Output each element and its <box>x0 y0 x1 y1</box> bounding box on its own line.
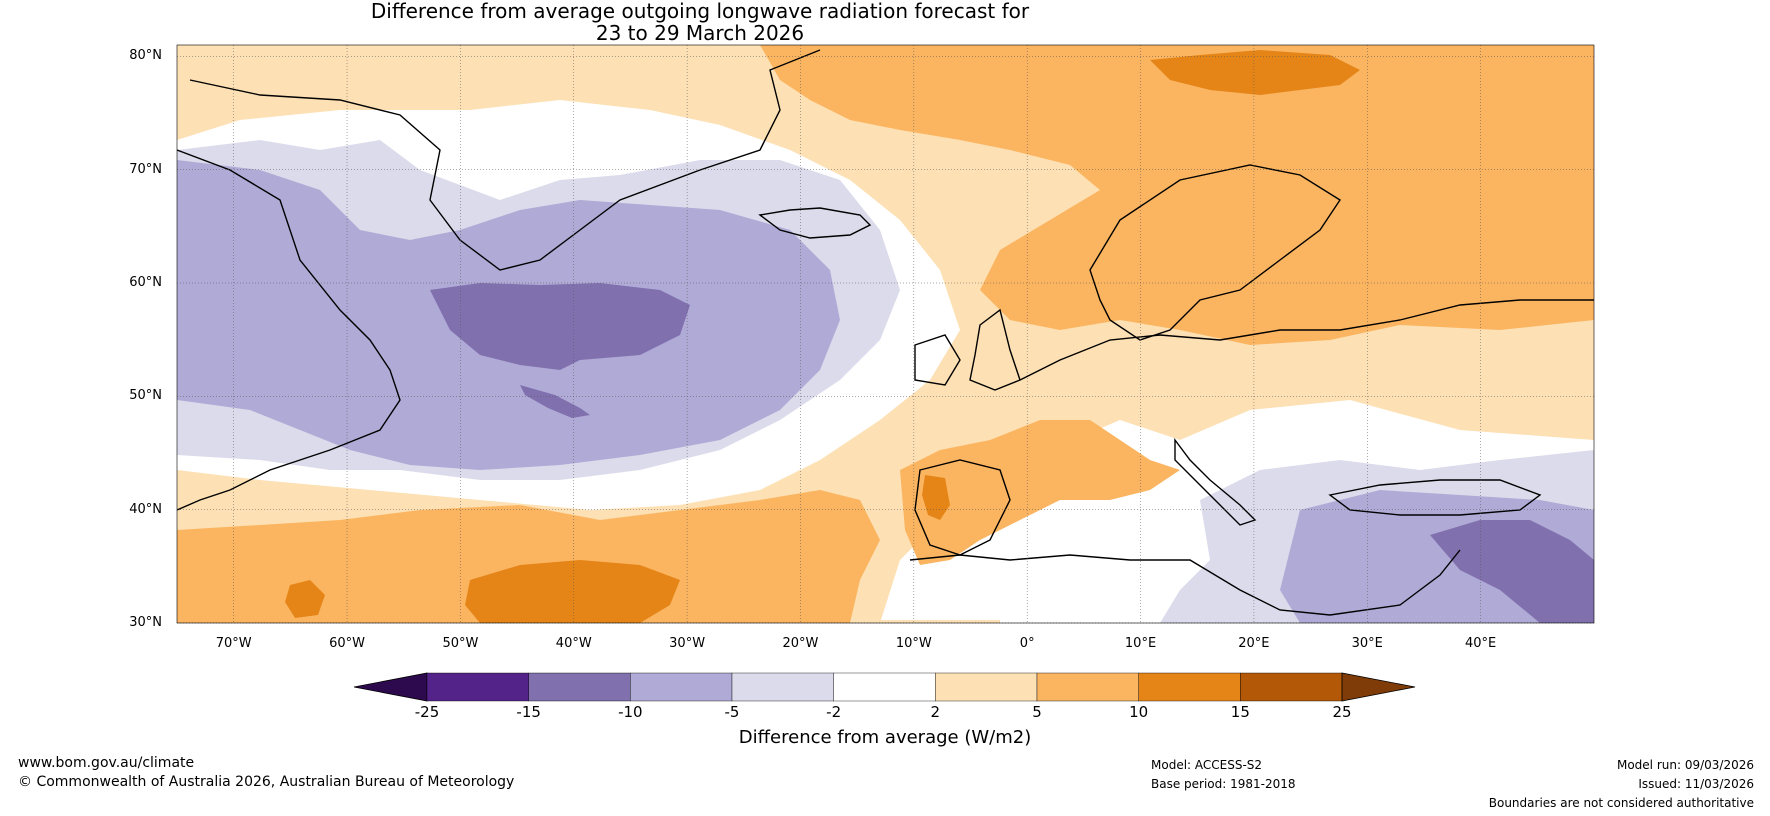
footer-website[interactable]: www.bom.gov.au/climate <box>18 755 195 771</box>
lon-label: 70°W <box>215 636 252 651</box>
colorbar <box>353 672 1416 702</box>
lat-label: 70°N <box>129 161 162 177</box>
lon-label: 0° <box>1019 636 1035 651</box>
lon-label: 50°W <box>442 636 479 651</box>
colorbar-segment <box>1138 672 1241 702</box>
footer-model: Model: ACCESS-S2 <box>1151 758 1263 772</box>
colorbar-tick-label: 5 <box>1032 703 1042 721</box>
lat-label: 80°N <box>129 48 162 64</box>
colorbar-segment <box>731 672 834 702</box>
coast-europe <box>1019 299 1594 381</box>
footer-disclaimer: Boundaries are not considered authoritat… <box>1488 796 1754 810</box>
colorbar-tick-label: 10 <box>1129 703 1149 721</box>
colorbar-extend-low <box>353 672 428 702</box>
colorbar-segment <box>935 672 1038 702</box>
anomaly-region-subtropics-orange <box>177 490 880 623</box>
coast-north-america <box>177 149 401 511</box>
colorbar-tick-label: 2 <box>930 703 941 721</box>
colorbar-title: Difference from average (W/m2) <box>738 727 1032 748</box>
colorbar-segment <box>1036 672 1139 702</box>
footer-base-period: Base period: 1981-2018 <box>1151 777 1296 791</box>
anomaly-region-iberia-orange <box>900 420 1180 565</box>
colorbar-tick-label: 15 <box>1230 703 1250 721</box>
colorbar-segment <box>426 672 529 702</box>
anomaly-region-med-deep <box>1430 520 1594 623</box>
coast-iceland <box>758 207 872 239</box>
colorbar-tick-label: -25 <box>414 703 440 721</box>
lon-label: 40°W <box>555 636 592 651</box>
footer-model-run: Model run: 09/03/2026 <box>1616 758 1754 772</box>
coast-greenland <box>189 49 821 271</box>
lon-label: 20°W <box>782 636 819 651</box>
coast-uk <box>969 308 1021 391</box>
colorbar-segment <box>1240 672 1343 702</box>
colorbar-tick-label: 25 <box>1332 703 1352 721</box>
lat-label: 50°N <box>129 388 162 404</box>
lon-label: 30°W <box>669 636 706 651</box>
coast-north-africa <box>909 549 1461 616</box>
colorbar-segment <box>833 672 936 702</box>
lon-label: 60°W <box>329 636 365 651</box>
lon-label: 20°E <box>1238 636 1270 651</box>
colorbar-tick-label: -15 <box>516 703 541 721</box>
chart-title: Difference from average outgoing longwav… <box>0 0 1400 44</box>
title-line-1: Difference from average outgoing longwav… <box>370 0 1030 23</box>
coast-scandinavia <box>1089 164 1341 341</box>
anomaly-region-strong-orange-arctic <box>1150 50 1360 95</box>
lat-label: 30°N <box>129 615 162 630</box>
anomaly-region-europe-orange <box>760 45 1594 345</box>
lon-label: 10°E <box>1124 636 1157 651</box>
anomaly-region-medium-purple-tail <box>520 385 590 418</box>
title-line-2: 23 to 29 March 2026 <box>595 21 805 45</box>
anomaly-field <box>177 45 1594 623</box>
colorbar-segment <box>528 672 631 702</box>
coast-ireland <box>914 334 961 386</box>
lon-label: 10°W <box>895 636 932 651</box>
lon-label: 30°E <box>1351 636 1383 651</box>
colorbar-tick-label: -5 <box>724 703 740 721</box>
anomaly-region-strong-orange-atlantic <box>465 560 680 623</box>
lon-label: 40°E <box>1464 636 1497 651</box>
colorbar-tick-label: -10 <box>618 703 643 721</box>
lat-label: 60°N <box>129 275 162 290</box>
coast-turkey <box>1328 479 1542 516</box>
colorbar-tick-label: -2 <box>826 703 842 721</box>
coast-iberia <box>914 459 1011 556</box>
coastlines <box>177 49 1594 616</box>
anomaly-region-strong-orange-iberia <box>922 475 950 520</box>
map-frame <box>176 44 1595 624</box>
coast-italy <box>1174 437 1257 526</box>
colorbar-extend-high <box>1341 672 1416 702</box>
colorbar-segment <box>630 672 733 702</box>
lat-label: 40°N <box>129 501 162 517</box>
footer-copyright: © Commonwealth of Australia 2026, Austra… <box>18 774 515 790</box>
anomaly-region-medium-purple <box>430 283 690 370</box>
anomaly-region-strong-orange-west <box>285 580 325 618</box>
footer-issued: Issued: 11/03/2026 <box>1638 777 1754 791</box>
